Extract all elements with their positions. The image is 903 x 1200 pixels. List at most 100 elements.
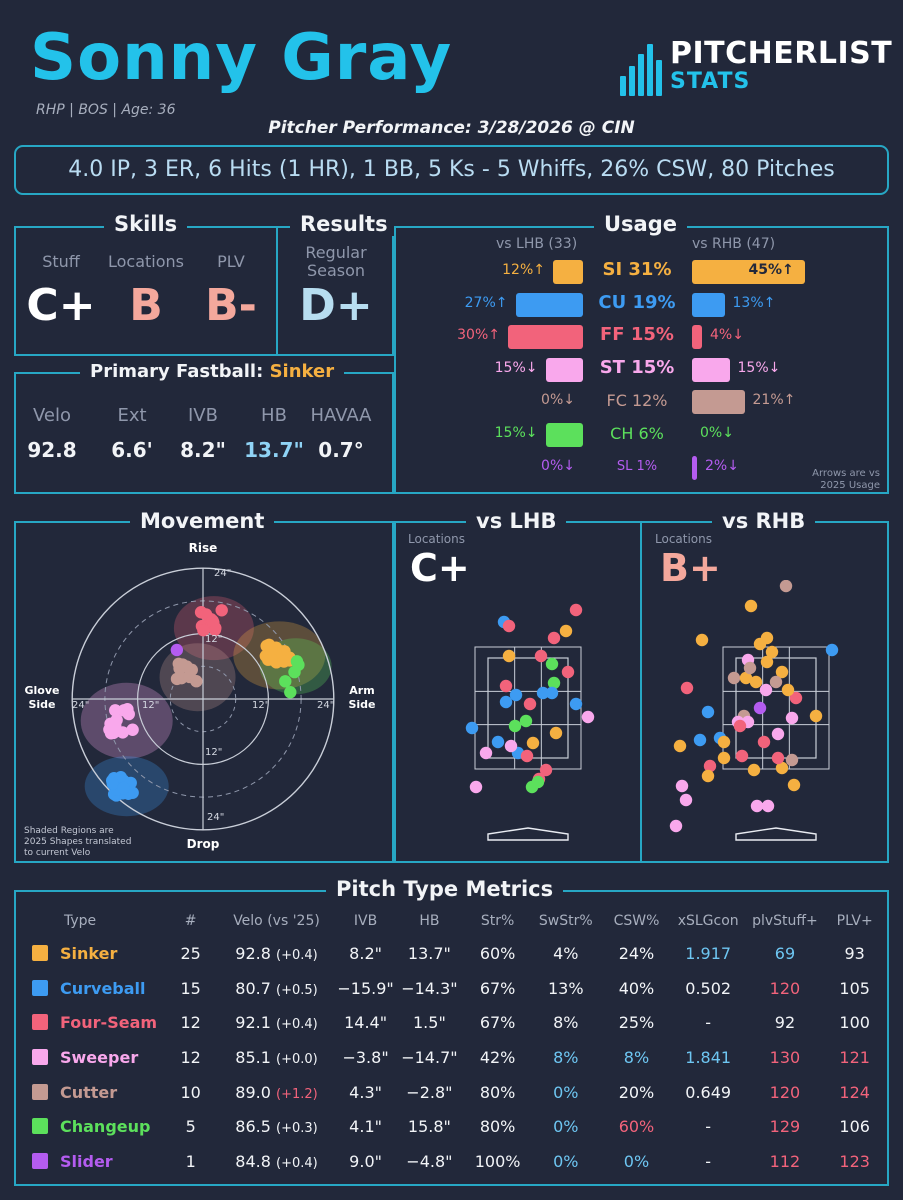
- usage-title: Usage: [594, 212, 687, 236]
- movement-pitch-dot: [284, 686, 297, 699]
- rhb-pitch-dot: [743, 661, 757, 675]
- rhb-pitch-dot: [679, 793, 693, 807]
- movement-pitch-dot: [277, 655, 291, 668]
- metrics-xslg: 1.841: [685, 1047, 732, 1067]
- col-count: #: [184, 913, 197, 929]
- metrics-swstr: 0%: [553, 1117, 579, 1137]
- movement-pitch-dot: [173, 662, 186, 675]
- rhb-pitch-dot: [735, 749, 749, 763]
- metrics-type-cell: Sweeper: [24, 1040, 165, 1075]
- velo-delta: (+0.3): [276, 1121, 318, 1137]
- movement-pitch-dot: [170, 643, 184, 657]
- lhb-pitch-dot: [491, 735, 505, 749]
- usage-lhb-bar: [508, 325, 583, 350]
- fb-hb-value: 13.7": [244, 438, 304, 462]
- rhb-pitch-dot: [703, 759, 717, 773]
- pitch-color-swatch: [32, 1152, 48, 1169]
- metrics-count: 1: [185, 1151, 196, 1171]
- rhb-pitch-dot: [744, 599, 758, 613]
- movement-pitch-dot: [206, 614, 219, 627]
- rhb-pitch-dot: [693, 733, 707, 747]
- usage-lhb-value: 15%↓: [494, 425, 538, 441]
- metrics-type-cell: Four-Seam: [24, 1005, 165, 1040]
- usage-note-line2: 2025 Usage: [820, 480, 880, 491]
- rhb-pitch-dot: [775, 665, 789, 679]
- usage-lhb-value: 12%↑: [502, 262, 545, 278]
- performance-subtitle: Pitcher Performance: 3/28/2026 @ CIN: [268, 118, 635, 138]
- lhb-pitch-dot: [549, 726, 563, 740]
- pitch-color-swatch: [32, 1083, 48, 1100]
- usage-pitch-name: ST 15%: [599, 356, 675, 378]
- rhb-locations-label: Locations: [655, 532, 713, 546]
- primary-fastball-title: Primary Fastball: Sinker: [80, 360, 345, 384]
- rhb-pitch-dot: [753, 637, 767, 651]
- primary-fastball-label: Primary Fastball:: [90, 361, 264, 382]
- movement-pitch-dot: [109, 704, 122, 717]
- pitch-color-swatch: [32, 1118, 48, 1135]
- tick-right-24: 24": [317, 700, 334, 711]
- movement-region: [80, 682, 173, 759]
- locations-divider: [640, 521, 642, 863]
- metrics-hb: 15.8": [407, 1117, 451, 1137]
- metrics-ivb: −3.8": [342, 1047, 389, 1067]
- fb-hb-label: HB: [261, 405, 287, 426]
- rhb-pitch-dot: [747, 763, 761, 777]
- usage-pitch-name: SL 1%: [616, 458, 658, 474]
- tick-down-12: 12": [205, 747, 222, 758]
- movement-points: [103, 604, 305, 802]
- rhb-pitch-dot: [695, 633, 709, 647]
- usage-lhb-value: 15%↓: [494, 359, 538, 376]
- metrics-swstr: 8%: [553, 1047, 579, 1067]
- rhb-pitch-dot: [717, 735, 731, 749]
- stuff-grade: C+: [26, 280, 96, 331]
- rhb-locations-grade: B+: [660, 546, 721, 590]
- metrics-body: Sinker 25 92.8 (+0.4) 8.2" 13.7" 60% 4% 24% 1.91…: [24, 936, 884, 1179]
- skills-panel: [14, 226, 394, 356]
- metrics-str: 100%: [474, 1151, 521, 1171]
- tick-down-24: 24": [207, 812, 224, 823]
- lhb-pitch-dot: [519, 714, 533, 728]
- movement-note-2: 2025 Shapes translated: [24, 837, 131, 847]
- lhb-pitch-dot: [509, 688, 523, 702]
- results-label-line1: Regular: [305, 243, 367, 262]
- col-csw: CSW%: [613, 913, 660, 929]
- metrics-count: 5: [185, 1117, 196, 1137]
- rhb-pitch-dot: [701, 769, 715, 783]
- metrics-type-cell: Curveball: [24, 971, 165, 1006]
- fb-havaa-value: 0.7°: [318, 438, 364, 462]
- velo-value: 84.8: [235, 1151, 276, 1171]
- metrics-xslg: -: [705, 1117, 712, 1137]
- tick-right-12: 12": [252, 700, 269, 711]
- metrics-velo: 84.8 (+0.4): [216, 1144, 337, 1179]
- rhb-pitch-dot: [675, 779, 689, 793]
- rhb-pitch-dot: [769, 675, 783, 689]
- movement-pitch-dot: [117, 704, 131, 717]
- metrics-velo: 92.1 (+0.4): [216, 1005, 337, 1040]
- metrics-swstr: 13%: [547, 978, 584, 998]
- usage-lhb-value: 0%↓: [541, 392, 575, 409]
- home-plate: [487, 827, 569, 841]
- lhb-pitch-dot: [547, 631, 561, 645]
- usage-pitch-name: FF 15%: [600, 324, 674, 346]
- metrics-hb: 1.5": [413, 1013, 446, 1033]
- movement-pitch-dot: [197, 624, 210, 637]
- movement-pitch-dot: [106, 777, 119, 790]
- metrics-count: 15: [180, 978, 201, 998]
- metrics-count: 12: [180, 1047, 201, 1067]
- results-grade: D+: [299, 280, 373, 331]
- metrics-velo: 92.8 (+0.4): [216, 936, 337, 971]
- metrics-row: Slider 1 84.8 (+0.4) 9.0" −4.8" 100% 0% 0% - 112 1…: [24, 1144, 884, 1179]
- metrics-csw: 0%: [623, 1151, 650, 1171]
- metrics-csw: 24%: [618, 943, 655, 963]
- movement-pitch-dot: [190, 675, 203, 688]
- movement-note-1: Shaded Regions are: [24, 826, 114, 836]
- metrics-plv: 93: [844, 943, 865, 963]
- metrics-hb: −2.8": [406, 1082, 453, 1102]
- pitch-type-name: Cutter: [60, 1082, 118, 1102]
- lhb-pitch-dot: [526, 736, 540, 750]
- fb-ext-label: Ext: [117, 405, 147, 426]
- usage-row: 12%↑ 45%↑ SI 31%: [396, 256, 888, 286]
- lhb-pitch-dot: [504, 739, 518, 753]
- metrics-header-row: Type # Velo (vs '25) IVB HB Str% SwStr% …: [24, 906, 884, 936]
- usage-rhb-value: 2%↓: [705, 457, 739, 474]
